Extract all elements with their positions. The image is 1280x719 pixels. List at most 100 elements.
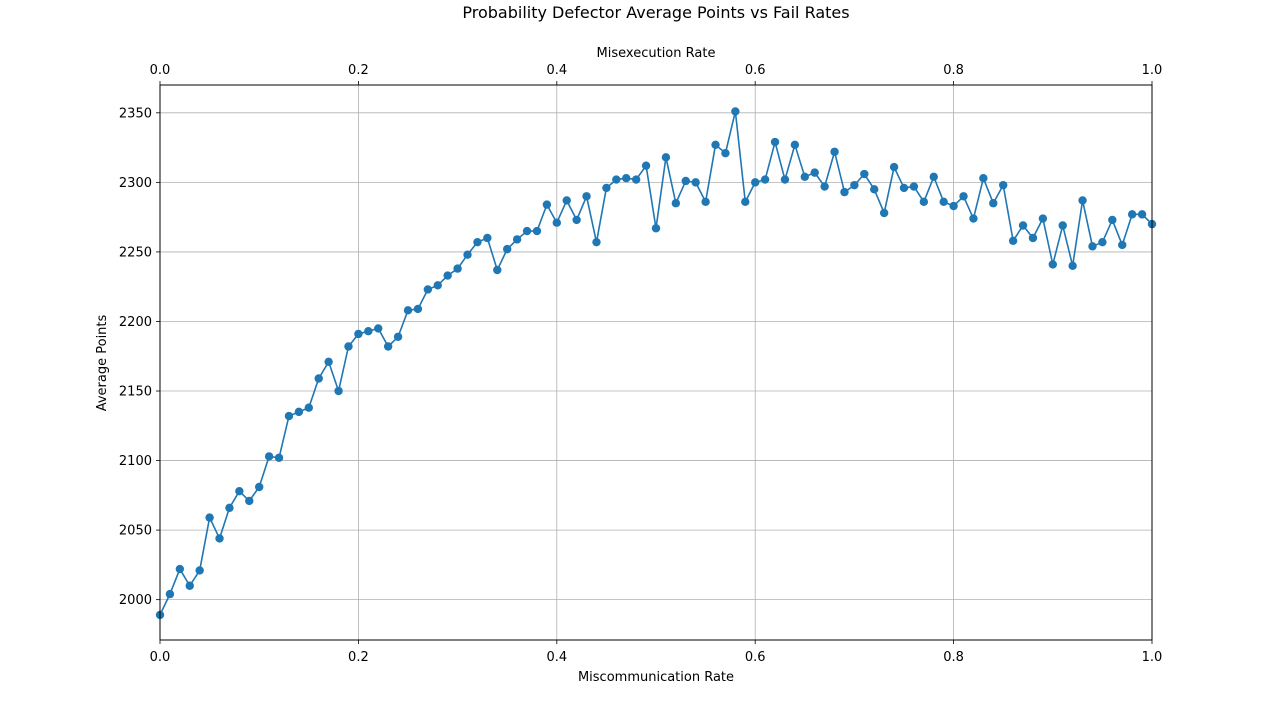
data-point	[780, 175, 790, 184]
data-point	[552, 218, 561, 227]
chart-title: Probability Defector Average Points vs F…	[462, 3, 849, 22]
x-tick-label: 0.0	[150, 650, 171, 665]
data-point	[1137, 210, 1147, 219]
data-point	[403, 306, 413, 315]
data-point	[503, 244, 512, 254]
data-point	[939, 197, 948, 207]
data-point	[314, 374, 323, 383]
data-point	[909, 182, 919, 191]
axis-ticks: 0.0 0.2 0.4 0.6 0.8 1.0 0.0 0.2 0.4 0.6 0.8 1.0 2000…	[119, 63, 1162, 665]
data-point	[1038, 214, 1048, 223]
data-point	[929, 172, 938, 182]
grid-lines	[159, 85, 1153, 640]
data-point	[294, 407, 304, 417]
data-point	[245, 496, 254, 506]
data-point	[572, 215, 581, 225]
data-point	[1108, 215, 1117, 225]
x-tick-label: 0.6	[745, 650, 766, 665]
data-point	[512, 235, 522, 244]
data-point	[840, 187, 849, 197]
x-tick-label: 0.4	[546, 650, 567, 665]
data-point	[751, 178, 760, 187]
data-point	[671, 199, 681, 208]
data-point	[651, 224, 661, 233]
data-point	[562, 196, 571, 205]
x-tick-label: 0.8	[943, 650, 964, 665]
x-tick-label: 0.2	[348, 650, 369, 665]
data-point	[453, 264, 462, 273]
data-point	[1058, 221, 1067, 230]
data-point	[493, 265, 502, 275]
data-point	[691, 178, 700, 187]
y-tick-label: 2000	[119, 593, 152, 608]
data-point	[949, 201, 958, 211]
data-point	[383, 342, 393, 351]
x2-tick-label: 0.4	[546, 63, 567, 78]
data-point	[542, 200, 552, 209]
data-point	[919, 197, 929, 207]
y-tick-label: 2050	[119, 524, 152, 539]
data-point	[344, 342, 353, 351]
data-point	[721, 148, 730, 158]
data-point	[1048, 260, 1058, 269]
data-point	[195, 566, 204, 575]
data-point	[364, 327, 373, 336]
data-points	[155, 107, 1157, 620]
data-point	[622, 173, 631, 183]
data-point	[711, 140, 720, 150]
x-axis-label: Miscommunication Rate	[578, 670, 734, 685]
data-point	[255, 482, 264, 492]
data-point	[860, 169, 869, 179]
y-tick-label: 2150	[119, 385, 152, 400]
x2-tick-label: 0.0	[150, 63, 171, 78]
data-point	[879, 208, 889, 218]
data-point	[731, 107, 740, 116]
data-point	[612, 175, 621, 184]
data-point	[185, 581, 194, 590]
data-point	[899, 183, 909, 193]
data-point	[810, 168, 819, 177]
data-point	[969, 214, 978, 223]
data-point	[820, 182, 829, 191]
x-tick-label: 1.0	[1142, 650, 1163, 665]
data-point	[274, 453, 284, 462]
data-point	[661, 153, 671, 162]
data-point	[850, 180, 859, 190]
data-point	[205, 513, 214, 522]
data-point	[1068, 261, 1077, 271]
data-point	[215, 534, 224, 543]
data-point	[760, 175, 770, 184]
data-point	[701, 197, 710, 207]
data-point	[1078, 196, 1087, 205]
x2-tick-label: 0.8	[943, 63, 964, 78]
data-point	[284, 411, 294, 421]
data-point	[473, 237, 482, 247]
data-point	[830, 147, 839, 156]
data-point	[1028, 233, 1038, 243]
data-point	[681, 176, 690, 186]
y-axis-label: Average Points	[95, 314, 110, 411]
data-point	[999, 180, 1008, 190]
data-point	[165, 589, 175, 599]
y-tick-label: 2250	[119, 245, 152, 260]
data-point	[304, 403, 313, 412]
data-point	[1008, 236, 1018, 245]
data-point	[393, 332, 403, 341]
data-point	[443, 271, 452, 280]
data-point	[413, 304, 423, 314]
x2-tick-label: 0.2	[348, 63, 369, 78]
x2-tick-label: 0.6	[745, 63, 766, 78]
data-point	[582, 192, 591, 201]
data-point	[463, 250, 472, 259]
data-point	[959, 192, 968, 201]
data-point	[225, 503, 234, 513]
data-point	[483, 233, 492, 243]
data-point	[354, 329, 363, 339]
data-point	[889, 162, 899, 172]
data-point	[334, 386, 343, 396]
data-point	[522, 226, 532, 236]
data-point	[235, 486, 244, 496]
data-point	[423, 285, 433, 294]
data-point	[602, 183, 611, 193]
